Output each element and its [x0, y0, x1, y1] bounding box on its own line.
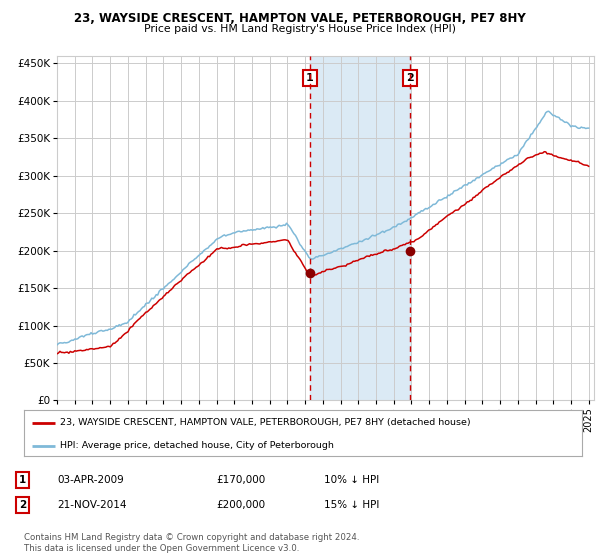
Text: 15% ↓ HPI: 15% ↓ HPI [324, 500, 379, 510]
Text: 2: 2 [406, 73, 413, 83]
Bar [310, 56, 410, 400]
Text: 23, WAYSIDE CRESCENT, HAMPTON VALE, PETERBOROUGH, PE7 8HY: 23, WAYSIDE CRESCENT, HAMPTON VALE, PETE… [74, 12, 526, 25]
Text: 23, WAYSIDE CRESCENT, HAMPTON VALE, PETERBOROUGH, PE7 8HY (detached house): 23, WAYSIDE CRESCENT, HAMPTON VALE, PETE… [60, 418, 471, 427]
Text: 03-APR-2009: 03-APR-2009 [57, 475, 124, 485]
Text: 2: 2 [19, 500, 26, 510]
Text: 10% ↓ HPI: 10% ↓ HPI [324, 475, 379, 485]
Text: Contains HM Land Registry data © Crown copyright and database right 2024.
This d: Contains HM Land Registry data © Crown c… [24, 533, 359, 553]
Text: £200,000: £200,000 [216, 500, 265, 510]
Text: Price paid vs. HM Land Registry's House Price Index (HPI): Price paid vs. HM Land Registry's House … [144, 24, 456, 34]
Text: 1: 1 [305, 73, 313, 83]
Text: £170,000: £170,000 [216, 475, 265, 485]
Text: 1: 1 [19, 475, 26, 485]
Text: HPI: Average price, detached house, City of Peterborough: HPI: Average price, detached house, City… [60, 441, 334, 450]
Text: 21-NOV-2014: 21-NOV-2014 [57, 500, 127, 510]
